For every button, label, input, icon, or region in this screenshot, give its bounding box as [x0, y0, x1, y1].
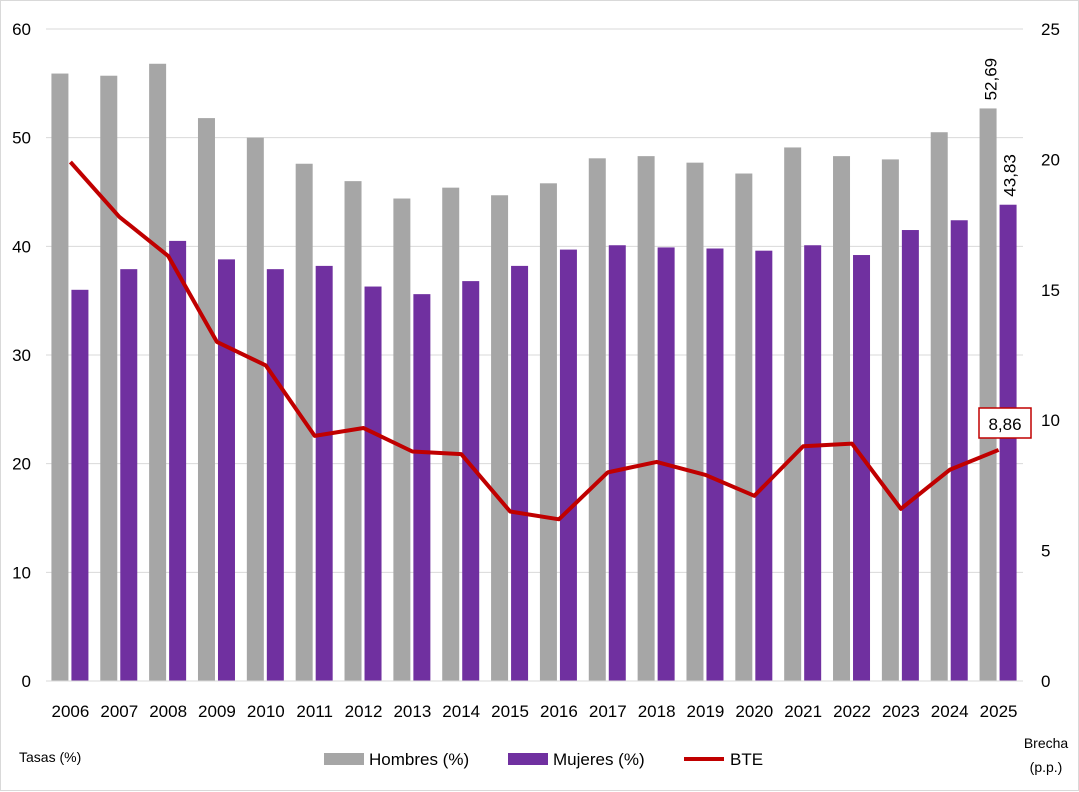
bar-mujeres — [316, 266, 333, 681]
legend-label-bte: BTE — [730, 750, 763, 769]
x-tick-label: 2024 — [931, 702, 969, 721]
bar-hombres — [931, 132, 948, 681]
x-tick-label: 2023 — [882, 702, 920, 721]
left-tick-label: 40 — [12, 237, 31, 256]
right-tick-label: 10 — [1041, 411, 1060, 430]
x-tick-label: 2011 — [296, 702, 333, 721]
x-tick-label: 2022 — [833, 702, 871, 721]
left-tick-label: 10 — [12, 563, 31, 582]
right-tick-label: 0 — [1041, 672, 1050, 691]
right-tick-label: 20 — [1041, 150, 1060, 169]
bar-hombres — [833, 156, 850, 681]
bar-mujeres — [951, 220, 968, 681]
right-axis-label-2: (p.p.) — [1030, 759, 1063, 775]
bar-mujeres — [267, 269, 284, 681]
x-tick-label: 2006 — [52, 702, 90, 721]
bar-hombres — [442, 188, 459, 681]
bar-mujeres — [120, 269, 137, 681]
bar-hombres — [149, 64, 166, 681]
legend: Hombres (%) Mujeres (%) BTE — [324, 750, 763, 769]
left-tick-label: 60 — [12, 20, 31, 39]
x-tick-label: 2018 — [638, 702, 676, 721]
left-tick-label: 50 — [12, 129, 31, 148]
bar-mujeres — [218, 259, 235, 681]
right-axis-label-1: Brecha — [1024, 735, 1069, 751]
bar-hombres — [393, 199, 410, 681]
bar-hombres — [638, 156, 655, 681]
bar-hombres — [686, 163, 703, 681]
bar-mujeres — [511, 266, 528, 681]
legend-label-mujeres: Mujeres (%) — [553, 750, 645, 769]
bar-mujeres — [706, 249, 723, 681]
bar-hombres — [51, 74, 68, 681]
left-tick-label: 30 — [12, 346, 31, 365]
bar-hombres — [540, 183, 557, 681]
left-tick-label: 20 — [12, 455, 31, 474]
x-tick-label: 2010 — [247, 702, 285, 721]
x-tick-label: 2009 — [198, 702, 236, 721]
x-tick-label: 2013 — [393, 702, 431, 721]
x-tick-label: 2019 — [687, 702, 725, 721]
x-tick-label: 2025 — [980, 702, 1018, 721]
bar-hombres — [247, 138, 264, 681]
bar-mujeres — [902, 230, 919, 681]
bar-mujeres — [169, 241, 186, 681]
bar-mujeres — [365, 287, 382, 681]
legend-label-hombres: Hombres (%) — [369, 750, 469, 769]
bar-mujeres — [560, 250, 577, 681]
bar-hombres — [735, 174, 752, 681]
bar-hombres — [198, 118, 215, 681]
x-tick-label: 2015 — [491, 702, 529, 721]
bar-mujeres — [462, 281, 479, 681]
data-label-mujeres: 43,83 — [1001, 154, 1020, 197]
x-tick-label: 2014 — [442, 702, 480, 721]
bar-hombres — [980, 108, 997, 681]
legend-swatch-hombres — [324, 753, 364, 765]
bar-hombres — [882, 159, 899, 681]
x-tick-label: 2007 — [100, 702, 138, 721]
bar-mujeres — [609, 245, 626, 681]
x-tick-label: 2021 — [784, 702, 822, 721]
legend-swatch-mujeres — [508, 753, 548, 765]
bar-mujeres — [755, 251, 772, 681]
bar-mujeres — [413, 294, 430, 681]
x-tick-label: 2016 — [540, 702, 578, 721]
x-tick-label: 2017 — [589, 702, 627, 721]
bar-hombres — [784, 147, 801, 681]
bar-hombres — [491, 195, 508, 681]
bar-mujeres — [1000, 205, 1017, 681]
left-tick-label: 0 — [22, 672, 31, 691]
left-axis-label: Tasas (%) — [19, 749, 81, 765]
x-tick-label: 2008 — [149, 702, 187, 721]
bar-mujeres — [71, 290, 88, 681]
x-tick-label: 2020 — [735, 702, 773, 721]
bar-hombres — [589, 158, 606, 681]
data-label-hombres: 52,69 — [982, 58, 1001, 101]
right-tick-label: 25 — [1041, 20, 1060, 39]
bar-mujeres — [853, 255, 870, 681]
right-tick-label: 15 — [1041, 281, 1060, 300]
bar-hombres — [100, 76, 117, 681]
right-tick-label: 5 — [1041, 542, 1050, 561]
data-label-bte: 8,86 — [988, 415, 1021, 434]
x-tick-label: 2012 — [345, 702, 383, 721]
bar-mujeres — [804, 245, 821, 681]
